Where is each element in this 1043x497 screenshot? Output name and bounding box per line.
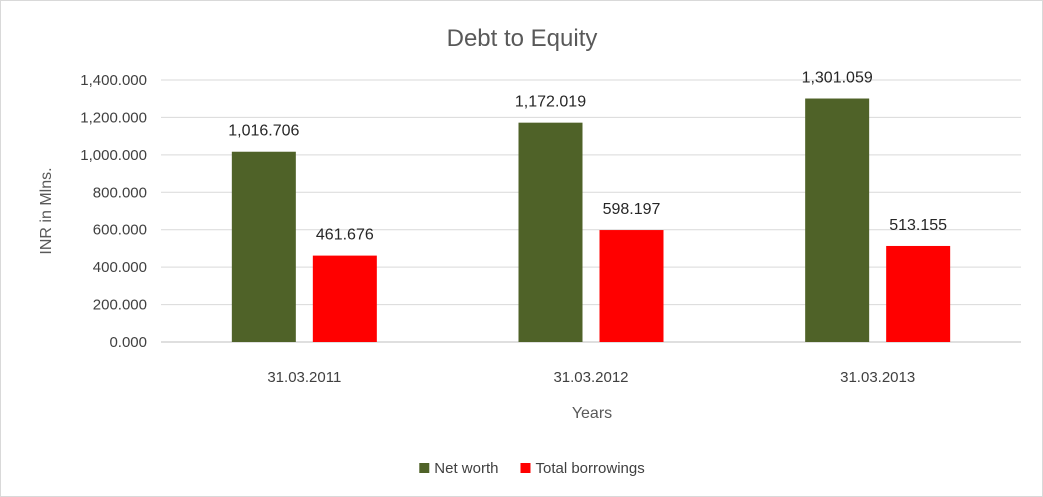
x-tick-label: 31.03.2011 (267, 369, 341, 386)
legend-item-net-worth: Net worth (419, 460, 498, 477)
data-labels: 1,016.706 461.676 1,172.019 598.197 1,301.05… (228, 70, 947, 244)
x-axis-tick-labels: 31.03.2011 31.03.2012 31.03.2013 (267, 369, 915, 386)
legend-label: Net worth (434, 460, 498, 477)
y-tick-label: 1,200.000 (80, 109, 147, 126)
y-tick-label: 800.000 (93, 184, 147, 201)
bar-net-worth-3 (805, 98, 870, 342)
y-tick-label: 400.000 (93, 259, 147, 276)
gridlines (161, 79, 1021, 343)
x-tick-label: 31.03.2012 (553, 369, 628, 386)
data-label: 1,172.019 (515, 94, 586, 111)
data-label: 513.155 (889, 217, 947, 234)
bar-total-borrowings-3 (886, 245, 951, 342)
chart-title: Debt to Equity (447, 25, 598, 52)
x-tick-label: 31.03.2013 (840, 369, 915, 386)
legend-label: Total borrowings (535, 460, 644, 477)
bar-net-worth-2 (518, 122, 583, 343)
legend-swatch (520, 463, 531, 473)
y-tick-label: 1,400.000 (80, 72, 147, 89)
y-tick-label: 200.000 (93, 297, 147, 314)
bar-net-worth-1 (231, 151, 296, 342)
bar-total-borrowings-2 (599, 230, 664, 342)
data-label: 461.676 (316, 227, 374, 244)
y-axis-title: INR in Mlns. (38, 167, 55, 254)
legend-item-total-borrowings: Total borrowings (520, 460, 645, 477)
data-label: 1,301.059 (802, 70, 873, 87)
bar-total-borrowings-1 (312, 255, 377, 342)
y-axis-tick-labels: 0.000 200.000 400.000 600.000 800.000 1,000.0… (80, 72, 147, 351)
legend-swatch (419, 463, 430, 473)
x-axis-title: Years (572, 405, 612, 422)
legend: Net worth Total borrowings (419, 460, 645, 477)
y-tick-label: 0.000 (109, 334, 147, 351)
bars (231, 98, 951, 343)
data-label: 598.197 (603, 201, 661, 218)
data-label: 1,016.706 (228, 123, 299, 140)
y-tick-label: 1,000.000 (80, 147, 147, 164)
y-tick-label: 600.000 (93, 222, 147, 239)
